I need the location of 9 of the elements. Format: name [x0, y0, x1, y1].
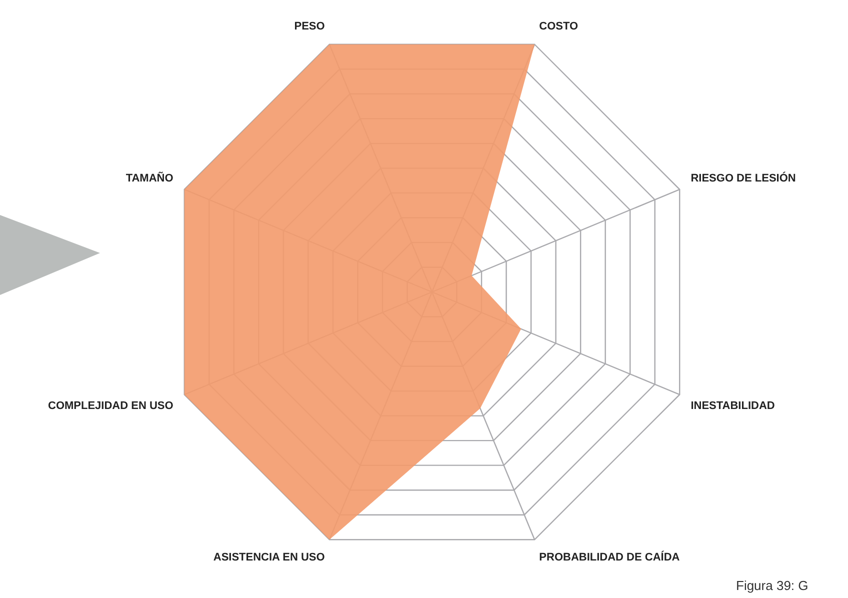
spoke-label: RIESGO DE LESIÓN	[690, 171, 796, 184]
spoke-label: INESTABILIDAD	[690, 400, 775, 412]
spoke-label: TAMAÑO	[126, 171, 174, 184]
text: Figura 39: G	[736, 578, 808, 593]
spoke-label: COMPLEJIDAD EN USO	[48, 400, 174, 412]
spoke-label: ASISTENCIA EN USO	[213, 551, 326, 564]
spoke-label: COSTO	[539, 20, 579, 33]
spoke-label: PROBABILIDAD DE CAÍDA	[539, 550, 680, 564]
spoke-label: PESO	[294, 20, 326, 33]
